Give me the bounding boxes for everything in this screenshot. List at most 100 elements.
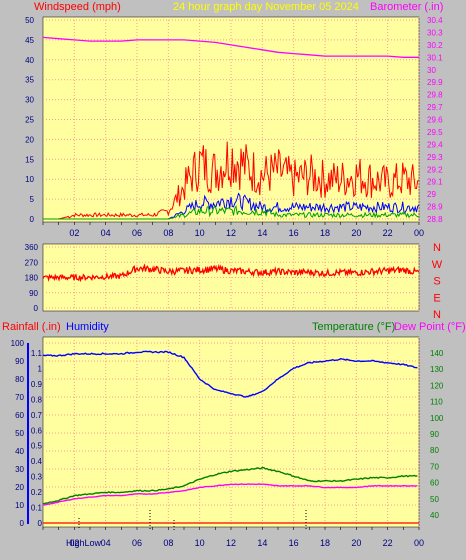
temperature-line xyxy=(43,466,418,505)
compass-label: N xyxy=(433,242,441,254)
direction-tick-label: 180 xyxy=(25,274,39,283)
humidity-series xyxy=(42,350,419,524)
x-tick-label: 18 xyxy=(320,228,330,238)
rainfall-tick-label: 0.8 xyxy=(31,395,43,404)
wind-axis-label: Windspeed (mph) xyxy=(34,1,121,13)
rainfall-tick-label: 0 xyxy=(38,519,43,528)
x-tick-label: 22 xyxy=(383,228,393,238)
x-tick-label: 02 xyxy=(69,538,79,548)
x-tick-label: 04 xyxy=(101,228,111,238)
x-tick-label: 14 xyxy=(257,228,267,238)
barometer-tick-label: 30.4 xyxy=(427,16,443,25)
barometer-tick-label: 29.9 xyxy=(427,78,443,87)
humidity-line xyxy=(42,350,418,398)
humidity-tick-label: 20 xyxy=(15,483,24,492)
dewpoint-axis-label: Dew Point (°F) xyxy=(394,321,466,333)
barometer-tick-label: 30.1 xyxy=(427,53,443,62)
direction-tick-label: 360 xyxy=(25,243,39,252)
wind-tick-label: 15 xyxy=(25,155,34,164)
x-tick-label: 14 xyxy=(257,538,267,548)
rainfall-tick-label: 0.3 xyxy=(31,473,43,482)
direction-tick-label: 0 xyxy=(34,304,39,313)
temperature-tick-label: 60 xyxy=(430,479,439,488)
wind-tick-label: 50 xyxy=(25,16,34,25)
humidity-tick-label: 90 xyxy=(15,357,24,366)
barometer-tick-label: 28.8 xyxy=(427,215,443,224)
humidity-axis-label: Humidity xyxy=(66,321,109,333)
barometer-tick-label: 29.8 xyxy=(427,91,443,100)
x-tick-label: 20 xyxy=(351,228,361,238)
x-tick-label: 08 xyxy=(163,228,173,238)
x-tick-label: 06 xyxy=(132,228,142,238)
direction-series xyxy=(42,263,420,283)
barometer-line xyxy=(42,36,419,58)
temperature-tick-label: 140 xyxy=(430,349,444,358)
temperature-tick-label: 50 xyxy=(430,495,439,504)
rainfall-tick-label: 1 xyxy=(38,364,43,373)
rainfall-tick-label: 0.4 xyxy=(31,457,43,466)
temperature-tick-label: 120 xyxy=(430,381,444,390)
x-tick-label: 06 xyxy=(132,538,142,548)
rain-markers xyxy=(78,510,307,530)
wind-tick-label: 40 xyxy=(25,56,34,65)
x-tick-label: 18 xyxy=(320,538,330,548)
humidity-tick-label: 100 xyxy=(11,339,25,348)
compass-label: E xyxy=(433,292,440,304)
wind-tick-label: 45 xyxy=(25,36,34,45)
wind-tick-label: 5 xyxy=(30,195,35,204)
rainfall-tick-label: 0.2 xyxy=(31,488,43,497)
rainfall-tick-label: 1.1 xyxy=(31,349,43,358)
x-tick-label: 10 xyxy=(195,228,205,238)
humidity-tick-label: 10 xyxy=(15,501,24,510)
high-low-label: HighLow xyxy=(66,538,102,548)
rainfall-axis-label: Rainfall (.in) xyxy=(2,321,61,333)
humidity-tick-label: 0 xyxy=(20,519,25,528)
humidity-tick-label: 30 xyxy=(15,465,24,474)
barometer-tick-label: 30.2 xyxy=(427,41,443,50)
compass-label: W xyxy=(432,259,443,271)
wind-series xyxy=(42,36,420,220)
windspeed-low-line xyxy=(43,204,419,220)
humidity-x-axis: 02 04 06 08 10 12 14 16 18 20 22 00 xyxy=(42,527,424,548)
direction-tick-label: 90 xyxy=(29,289,38,298)
barometer-tick-label: 29.2 xyxy=(427,165,443,174)
barometer-tick-label: 29.3 xyxy=(427,153,443,162)
temperature-tick-label: 80 xyxy=(430,446,439,455)
wind-direction-line xyxy=(42,263,420,283)
temperature-tick-label: 100 xyxy=(430,414,444,423)
humidity-plot-area xyxy=(42,336,420,528)
rainfall-tick-label: 0.7 xyxy=(31,411,43,420)
barometer-tick-label: 30 xyxy=(427,66,436,75)
x-tick-label: 16 xyxy=(289,538,299,548)
temperature-tick-label: 40 xyxy=(430,511,439,520)
x-tick-label: 10 xyxy=(195,538,205,548)
compass-label: S xyxy=(433,276,440,288)
barometer-tick-label: 29.1 xyxy=(427,178,443,187)
wind-tick-label: 25 xyxy=(25,116,34,125)
rainfall-tick-label: 0.1 xyxy=(31,504,43,513)
x-tick-label: 20 xyxy=(351,538,361,548)
temperature-tick-label: 90 xyxy=(430,430,439,439)
temperature-tick-label: 70 xyxy=(430,462,439,471)
graph-title: 24 hour graph day November 05 2024 xyxy=(173,1,359,13)
wind-grid xyxy=(43,17,420,222)
barometer-right-axis: 30.4 30.3 30.2 30.1 30 29.9 29.8 29.7 29.6 29.5 29… xyxy=(427,16,443,224)
wind-tick-label: 35 xyxy=(25,76,34,85)
humidity-tick-label: 70 xyxy=(15,393,24,402)
wind-tick-label: 0 xyxy=(30,215,35,224)
x-tick-label: 02 xyxy=(69,228,79,238)
temperature-axis-label: Temperature (°F) xyxy=(312,321,395,333)
direction-left-axis: 360 270 180 90 0 xyxy=(25,243,39,313)
wind-tick-label: 10 xyxy=(25,175,34,184)
wind-x-axis: 02 04 06 08 10 12 14 16 18 20 22 00 xyxy=(42,222,424,238)
x-tick-label: 04 xyxy=(101,538,111,548)
x-tick-label: 16 xyxy=(289,228,299,238)
wind-tick-label: 20 xyxy=(25,135,34,144)
rainfall-tick-label: 0.6 xyxy=(31,426,43,435)
barometer-tick-label: 29.7 xyxy=(427,103,443,112)
barometer-tick-label: 29.5 xyxy=(427,128,443,137)
compass-label: N xyxy=(433,309,441,321)
